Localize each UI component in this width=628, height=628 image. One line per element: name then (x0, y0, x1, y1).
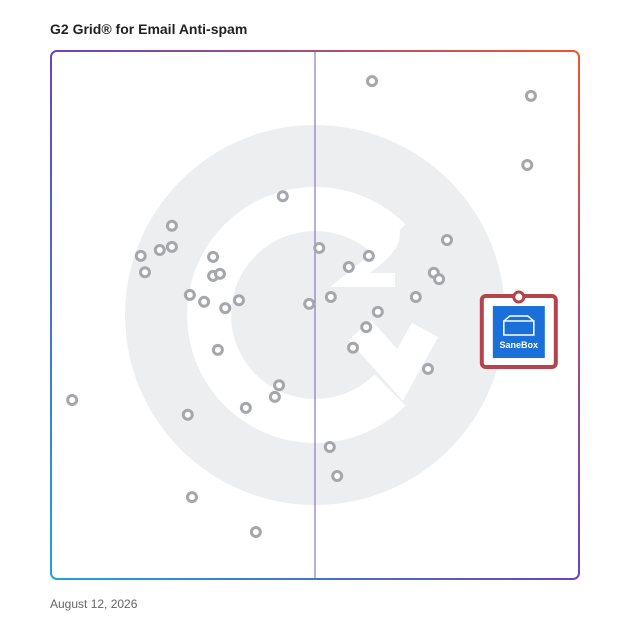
point (313, 241, 326, 254)
point (362, 249, 375, 262)
point (524, 89, 537, 102)
point (134, 249, 147, 262)
point (433, 273, 446, 286)
point (323, 441, 336, 453)
point (331, 470, 344, 483)
point (198, 295, 211, 308)
point (342, 260, 355, 273)
logo-label: SaneBox (500, 340, 539, 350)
point (213, 267, 226, 280)
point (66, 394, 79, 407)
point (165, 219, 178, 232)
point (366, 75, 379, 88)
date: August 12, 2026 (50, 597, 138, 611)
point (153, 244, 166, 257)
point (232, 294, 245, 307)
point (207, 250, 220, 263)
point (421, 362, 434, 375)
point (324, 291, 337, 304)
point (268, 390, 281, 403)
point (165, 240, 178, 253)
point (138, 266, 151, 279)
point (273, 379, 286, 392)
point (409, 291, 422, 304)
point (360, 321, 373, 334)
point (303, 297, 316, 310)
point (249, 526, 262, 539)
point (347, 341, 360, 354)
point (441, 234, 453, 247)
point (211, 343, 224, 356)
logo (492, 306, 545, 359)
point (239, 401, 252, 414)
point (181, 408, 194, 421)
point (185, 491, 198, 504)
point (371, 305, 384, 318)
logo-icon (503, 315, 535, 336)
point (219, 302, 232, 315)
point (183, 288, 196, 301)
highlight-point (512, 290, 526, 304)
point (276, 190, 289, 203)
point (521, 159, 534, 172)
chart-title: G2 Grid® for Email Anti-spam (50, 21, 247, 37)
